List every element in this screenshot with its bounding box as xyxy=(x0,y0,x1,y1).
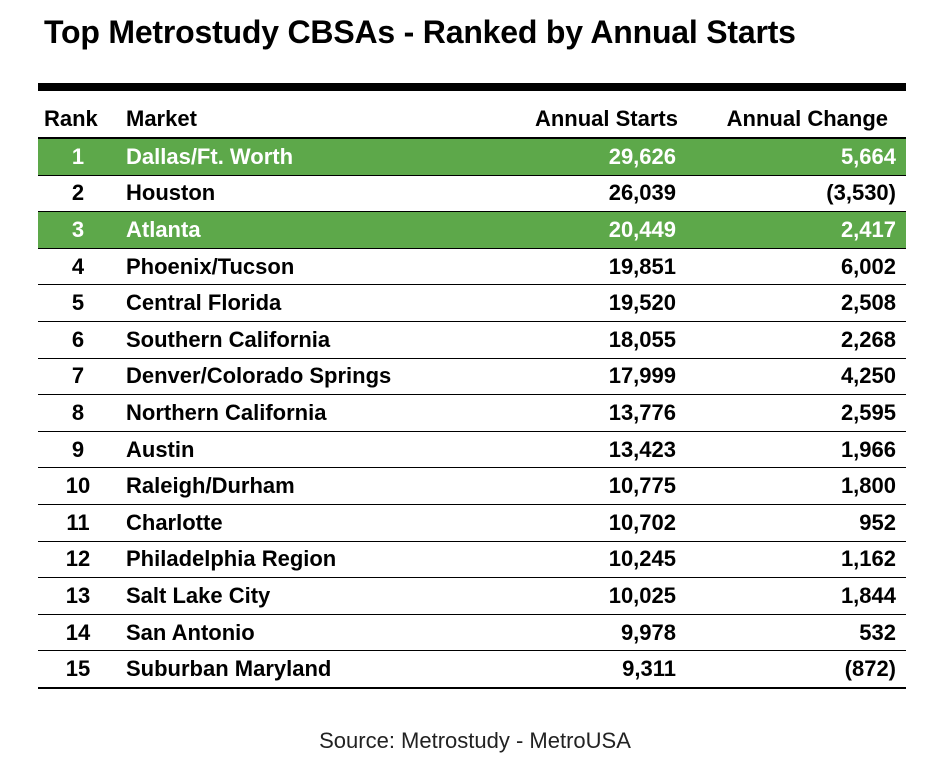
cell-annual-change: 1,844 xyxy=(694,577,906,615)
cell-annual-change: 6,002 xyxy=(694,248,906,286)
cell-rank: 10 xyxy=(38,467,118,505)
table-row: 10 Raleigh/Durham 10,775 1,800 xyxy=(38,467,906,505)
cell-annual-change: 2,417 xyxy=(694,211,906,249)
cell-market: Raleigh/Durham xyxy=(118,467,498,505)
cell-annual-change: 4,250 xyxy=(694,358,906,396)
cell-rank: 15 xyxy=(38,650,118,689)
cell-annual-change: (3,530) xyxy=(694,175,906,213)
cell-market: Charlotte xyxy=(118,504,498,542)
cell-market: Salt Lake City xyxy=(118,577,498,615)
table-row: 14 San Antonio 9,978 532 xyxy=(38,614,906,652)
table-row: 4 Phoenix/Tucson 19,851 6,002 xyxy=(38,248,906,286)
ranking-table: Rank Market Annual Starts Annual Change … xyxy=(38,101,906,689)
table-row: 13 Salt Lake City 10,025 1,844 xyxy=(38,577,906,615)
table-row: 5 Central Florida 19,520 2,508 xyxy=(38,284,906,322)
column-header-rank: Rank xyxy=(38,101,118,139)
cell-rank: 9 xyxy=(38,431,118,469)
cell-annual-change: 5,664 xyxy=(694,138,906,176)
cell-annual-starts: 19,851 xyxy=(498,248,694,286)
cell-annual-starts: 18,055 xyxy=(498,321,694,359)
cell-annual-starts: 26,039 xyxy=(498,175,694,213)
cell-market: Atlanta xyxy=(118,211,498,249)
cell-annual-starts: 13,776 xyxy=(498,394,694,432)
cell-rank: 6 xyxy=(38,321,118,359)
cell-annual-starts: 10,245 xyxy=(498,541,694,579)
cell-rank: 12 xyxy=(38,541,118,579)
table-row: 11 Charlotte 10,702 952 xyxy=(38,504,906,542)
cell-annual-starts: 10,025 xyxy=(498,577,694,615)
cell-market: Houston xyxy=(118,175,498,213)
cell-rank: 3 xyxy=(38,211,118,249)
cell-annual-starts: 20,449 xyxy=(498,211,694,249)
header-rule xyxy=(38,83,906,91)
cell-rank: 2 xyxy=(38,175,118,213)
cell-annual-starts: 10,702 xyxy=(498,504,694,542)
chart-title: Top Metrostudy CBSAs - Ranked by Annual … xyxy=(44,14,796,50)
cell-annual-starts: 19,520 xyxy=(498,284,694,322)
cell-market: Suburban Maryland xyxy=(118,650,498,689)
cell-annual-starts: 10,775 xyxy=(498,467,694,505)
cell-market: Phoenix/Tucson xyxy=(118,248,498,286)
cell-annual-change: 1,162 xyxy=(694,541,906,579)
table-row: 8 Northern California 13,776 2,595 xyxy=(38,394,906,432)
table-row: 12 Philadelphia Region 10,245 1,162 xyxy=(38,541,906,579)
cell-market: Denver/Colorado Springs xyxy=(118,358,498,396)
cell-annual-starts: 29,626 xyxy=(498,138,694,176)
cell-rank: 7 xyxy=(38,358,118,396)
cell-annual-change: 2,595 xyxy=(694,394,906,432)
cell-annual-change: (872) xyxy=(694,650,906,689)
cell-annual-change: 2,268 xyxy=(694,321,906,359)
cell-annual-starts: 9,311 xyxy=(498,650,694,689)
table-row: 6 Southern California 18,055 2,268 xyxy=(38,321,906,359)
cell-market: Philadelphia Region xyxy=(118,541,498,579)
cell-annual-change: 1,966 xyxy=(694,431,906,469)
cell-rank: 5 xyxy=(38,284,118,322)
cell-market: Dallas/Ft. Worth xyxy=(118,138,498,176)
cell-annual-starts: 9,978 xyxy=(498,614,694,652)
table-row: 3 Atlanta 20,449 2,417 xyxy=(38,211,906,249)
column-header-annual-change: Annual Change xyxy=(694,101,906,139)
header-row: Rank Market Annual Starts Annual Change xyxy=(38,101,906,139)
cell-rank: 14 xyxy=(38,614,118,652)
cell-annual-change: 2,508 xyxy=(694,284,906,322)
cell-annual-starts: 13,423 xyxy=(498,431,694,469)
cell-market: San Antonio xyxy=(118,614,498,652)
cell-market: Central Florida xyxy=(118,284,498,322)
column-header-market: Market xyxy=(118,101,498,139)
cell-market: Northern California xyxy=(118,394,498,432)
cell-rank: 8 xyxy=(38,394,118,432)
table-row: 15 Suburban Maryland 9,311 (872) xyxy=(38,650,906,689)
cell-market: Austin xyxy=(118,431,498,469)
cell-annual-starts: 17,999 xyxy=(498,358,694,396)
cell-rank: 4 xyxy=(38,248,118,286)
cell-rank: 11 xyxy=(38,504,118,542)
table-row: 1 Dallas/Ft. Worth 29,626 5,664 xyxy=(38,138,906,176)
source-note: Source: Metrostudy - MetroUSA xyxy=(319,728,631,753)
table-row: 9 Austin 13,423 1,966 xyxy=(38,431,906,469)
cell-annual-change: 952 xyxy=(694,504,906,542)
cell-rank: 1 xyxy=(38,138,118,176)
cell-rank: 13 xyxy=(38,577,118,615)
cell-market: Southern California xyxy=(118,321,498,359)
table-body: 1 Dallas/Ft. Worth 29,626 5,664 2 Houston 26,0… xyxy=(38,138,906,689)
column-header-annual-starts: Annual Starts xyxy=(498,101,694,139)
table-row: 7 Denver/Colorado Springs 17,999 4,250 xyxy=(38,358,906,396)
cell-annual-change: 1,800 xyxy=(694,467,906,505)
cell-annual-change: 532 xyxy=(694,614,906,652)
table-row: 2 Houston 26,039 (3,530) xyxy=(38,175,906,213)
